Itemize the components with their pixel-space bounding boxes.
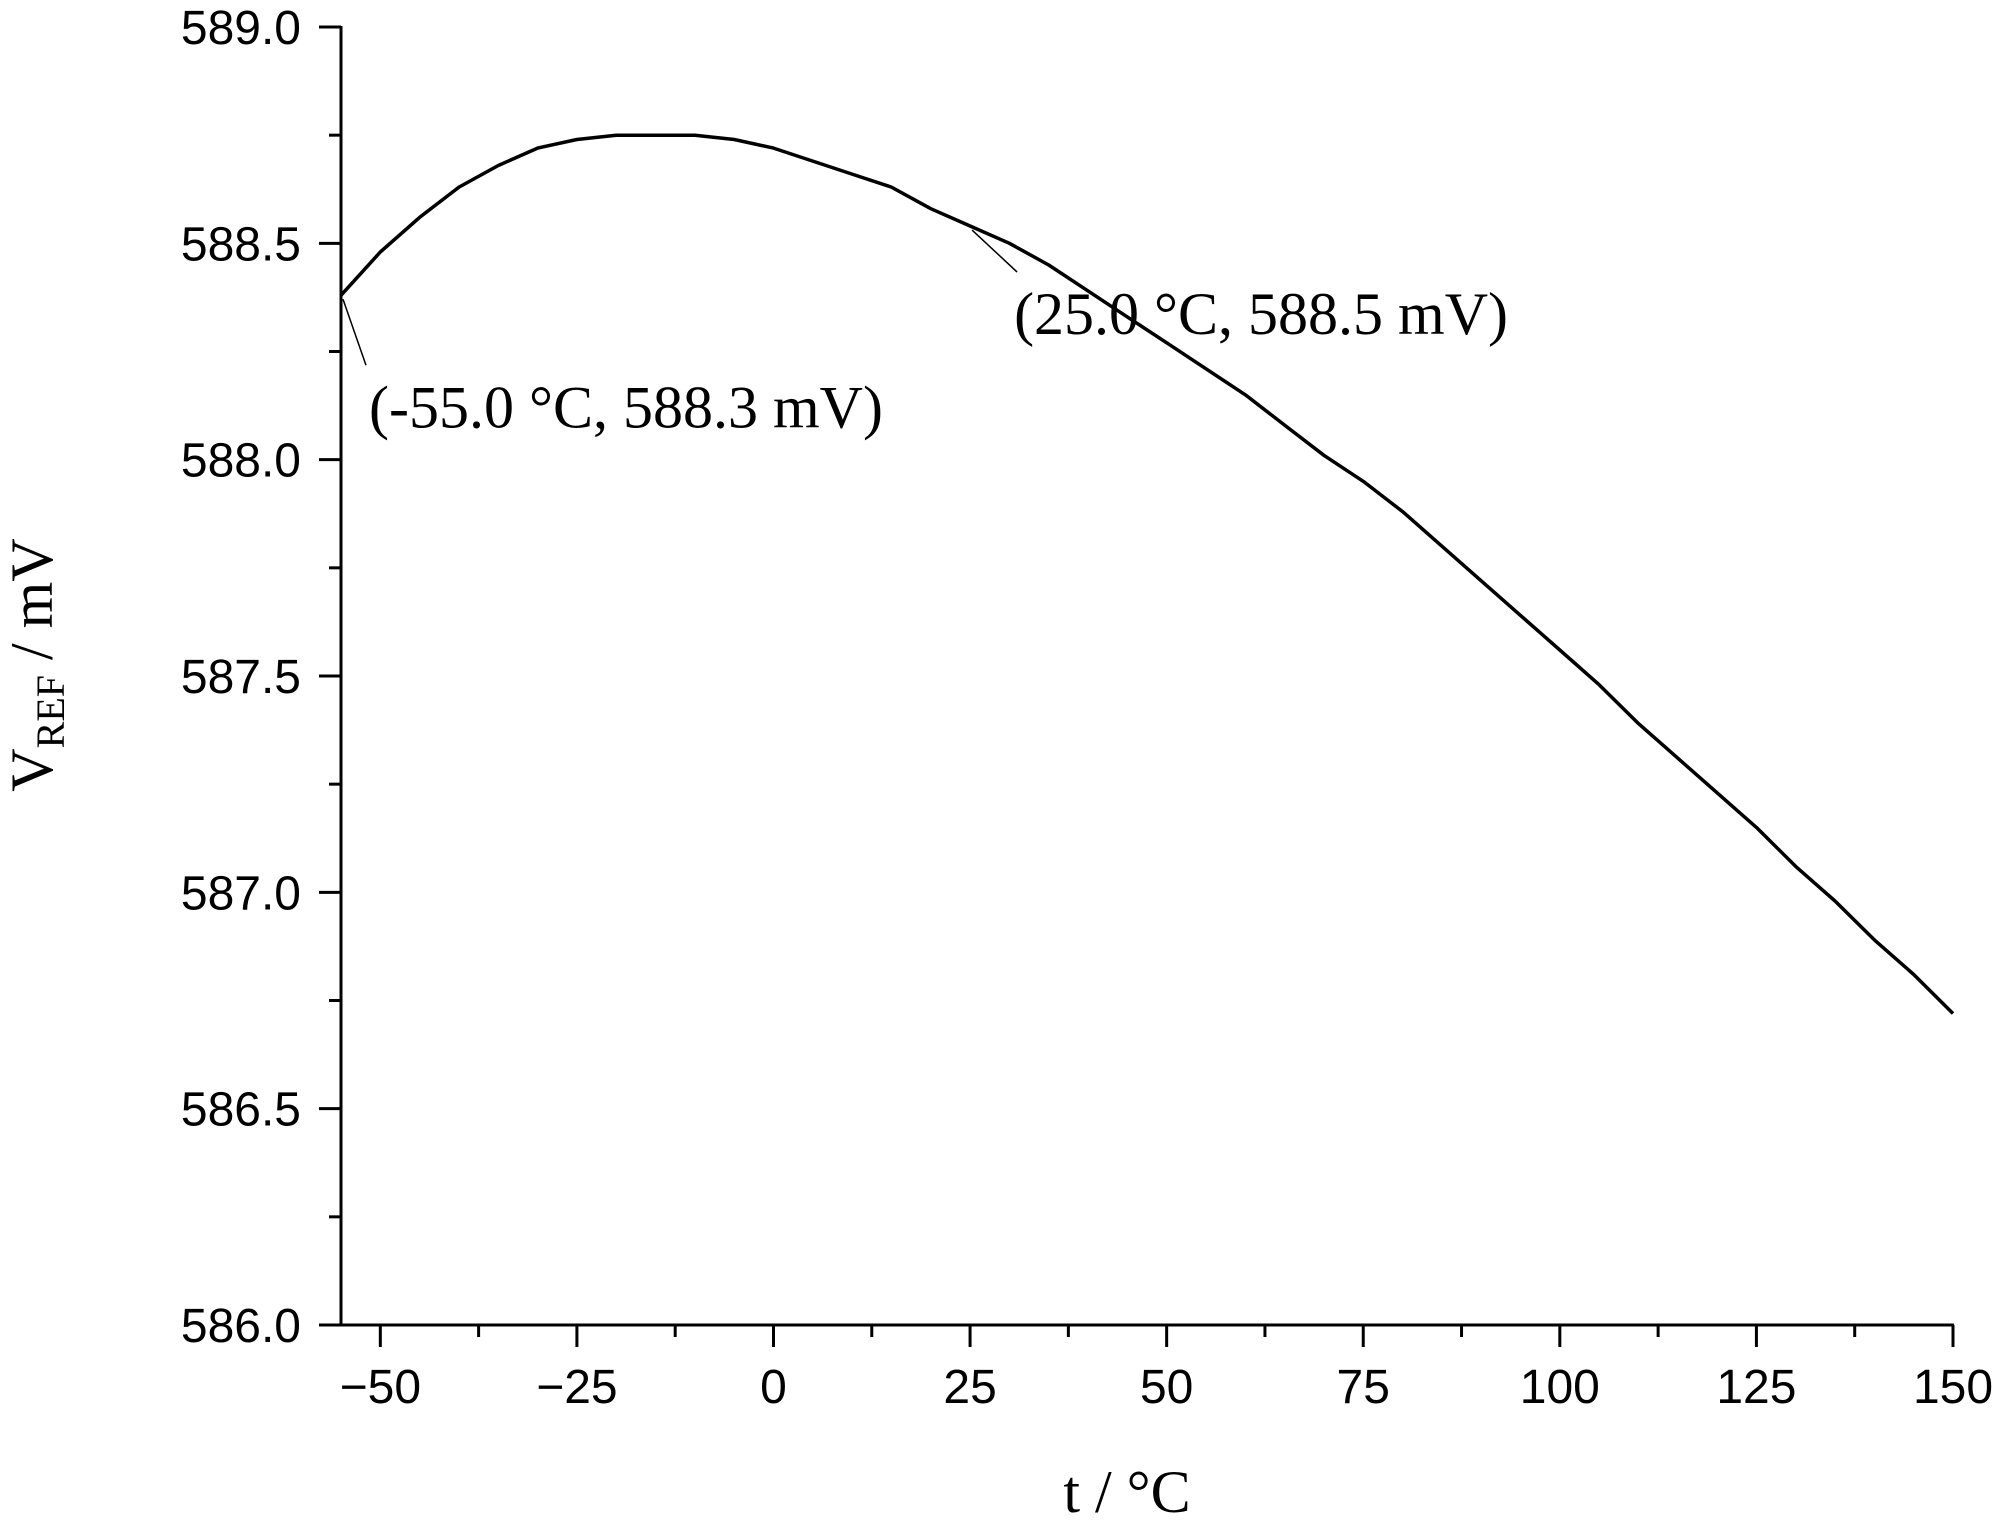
y-axis-title-subscript: REF (28, 675, 73, 748)
x-tick-label: 150 (1913, 1361, 1993, 1414)
y-tick-label: 587.0 (181, 867, 301, 920)
series-layer (339, 133, 1955, 1015)
x-tick-label: 125 (1716, 1361, 1796, 1414)
series-line (339, 133, 1955, 1015)
annotation-leader (971, 229, 1018, 273)
y-axis-title-main: V (0, 748, 65, 791)
y-tick-label: 586.0 (181, 1300, 301, 1353)
annotation-leader (342, 299, 367, 366)
y-tick-label: 586.5 (181, 1084, 301, 1137)
annotation-label: (25.0 °C, 588.5 mV) (1014, 281, 1508, 347)
y-tick-label: 587.5 (181, 651, 301, 704)
x-tick-label: −50 (340, 1361, 421, 1414)
x-axis-title: t / °C (1063, 1459, 1190, 1525)
x-tick-label: 0 (760, 1361, 787, 1414)
x-tick-label: 75 (1337, 1361, 1390, 1414)
x-tick-label: 50 (1140, 1361, 1193, 1414)
y-tick-label: 589.0 (181, 2, 301, 55)
x-tick-label: 25 (943, 1361, 996, 1414)
y-axis-title-rest: / mV (0, 538, 65, 675)
x-tick-label: 100 (1520, 1361, 1600, 1414)
x-tick-label: −25 (536, 1361, 617, 1414)
x-axis: −50 −25 0 25 50 75 100 125 150 (340, 1323, 1993, 1414)
y-axis: 586.0 586.5 587.0 587.5 588.0 588.5 589.0 (181, 2, 343, 1353)
y-tick-label: 588.5 (181, 218, 301, 271)
annotation-layer: (-55.0 °C, 588.3 mV) (25.0 °C, 588.5 mV) (342, 229, 1508, 440)
y-axis-title: VREF / mV (0, 538, 73, 791)
annotation-label: (-55.0 °C, 588.3 mV) (369, 374, 883, 440)
y-tick-label: 588.0 (181, 435, 301, 488)
